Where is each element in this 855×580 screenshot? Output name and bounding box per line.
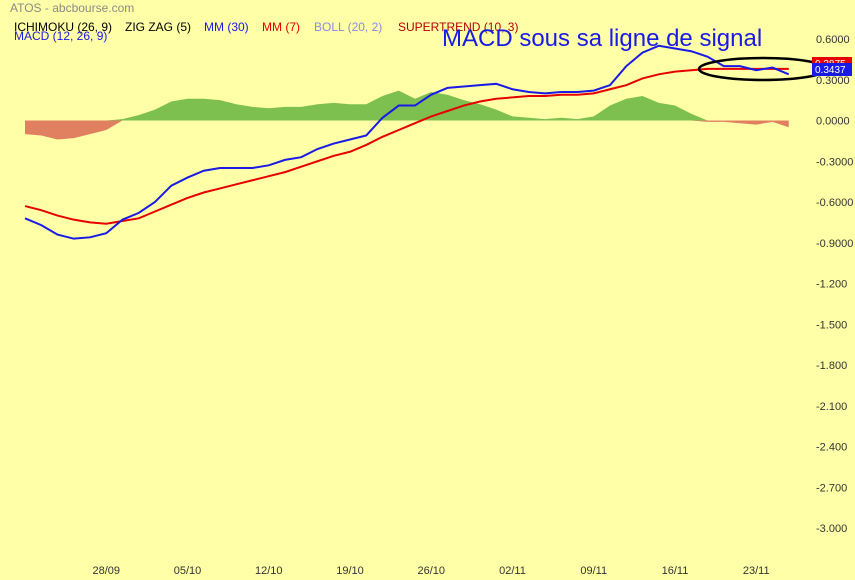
- histogram-negative-area: [25, 120, 789, 140]
- signal-line: [24, 67, 789, 225]
- x-tick-label: 28/09: [92, 565, 120, 577]
- indicator-mm30[interactable]: MM (30): [204, 20, 249, 34]
- y-tick-label: -2.700: [816, 482, 847, 494]
- y-tick-label: -1.500: [816, 319, 847, 331]
- macd-label: MACD (12, 26, 9): [14, 29, 108, 43]
- x-tick-label: 02/11: [499, 565, 526, 577]
- y-tick-label: -0.9000: [816, 238, 853, 250]
- indicator-mm7[interactable]: MM (7): [262, 20, 300, 34]
- x-tick-label: 16/11: [662, 565, 689, 577]
- x-tick-label: 26/10: [417, 565, 445, 577]
- x-tick-label: 23/11: [743, 565, 770, 577]
- x-tick-label: 09/11: [580, 565, 607, 577]
- indicator-boll[interactable]: BOLL (20, 2): [314, 20, 383, 34]
- source-label: ATOS - abcbourse.com: [10, 1, 135, 15]
- y-tick-label: 0.0000: [816, 116, 850, 128]
- y-tick-label: -1.800: [816, 360, 847, 372]
- annotation-text: MACD sous sa ligne de signal: [442, 25, 763, 52]
- value-box: [812, 63, 852, 76]
- indicator-zigzag[interactable]: ZIG ZAG (5): [125, 20, 191, 34]
- y-tick-label: -1.200: [816, 279, 847, 291]
- indicator-ichimoku[interactable]: ICHIMOKU (26, 9): [14, 20, 113, 34]
- x-tick-label: 12/10: [255, 565, 283, 577]
- x-tick-label: 19/10: [336, 565, 364, 577]
- y-tick-label: -2.400: [816, 442, 847, 454]
- macd-line: [24, 44, 790, 240]
- x-tick-label: 05/10: [174, 565, 202, 577]
- y-tick-label: 0.3000: [816, 75, 850, 87]
- value-box-label: 0.3437: [815, 65, 846, 76]
- y-tick-label: -0.6000: [816, 197, 853, 209]
- y-tick-label: -2.100: [816, 401, 847, 413]
- y-tick-label: -3.000: [816, 523, 847, 535]
- y-tick-label: -0.3000: [816, 156, 853, 168]
- indicator-supertrend[interactable]: SUPERTREND (10, 3): [398, 20, 519, 34]
- y-tick-label: 0.6000: [816, 34, 850, 46]
